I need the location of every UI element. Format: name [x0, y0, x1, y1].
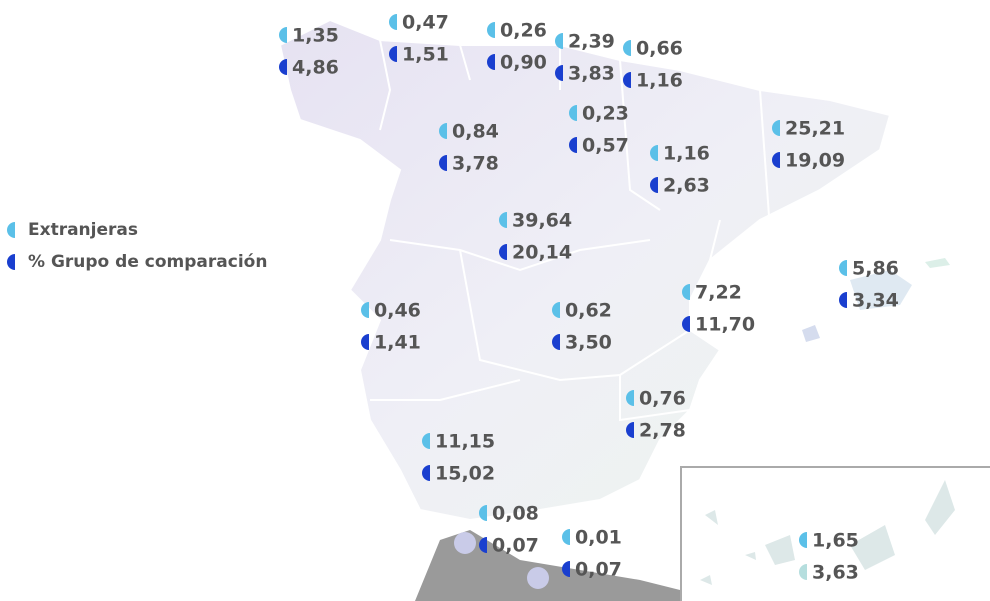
- value-comparacion: 4,86: [292, 57, 339, 79]
- melilla: [527, 567, 549, 589]
- half-circle-icon: [650, 145, 658, 161]
- half-circle-icon: [555, 65, 563, 81]
- half-circle-icon: [499, 244, 507, 260]
- value-extranjeras: 0,01: [575, 527, 622, 549]
- half-circle-icon: [772, 120, 780, 136]
- half-circle-icon: [7, 222, 15, 238]
- legend-label: % Grupo de comparación: [28, 252, 267, 272]
- half-circle-icon: [389, 46, 397, 62]
- half-circle-icon: [479, 537, 487, 553]
- half-circle-icon: [279, 27, 287, 43]
- value-extranjeras: 0,62: [565, 300, 612, 322]
- half-circle-icon: [839, 260, 847, 276]
- value-extranjeras: 0,23: [582, 103, 629, 125]
- half-circle-icon: [361, 302, 369, 318]
- half-circle-icon: [499, 212, 507, 228]
- value-comparacion: 0,07: [575, 559, 622, 581]
- half-circle-icon: [772, 152, 780, 168]
- value-comparacion: 3,34: [852, 290, 899, 312]
- half-circle-icon: [799, 564, 807, 580]
- half-circle-icon: [552, 334, 560, 350]
- half-circle-icon: [7, 254, 15, 270]
- half-circle-icon: [799, 532, 807, 548]
- value-extranjeras: 7,22: [695, 282, 742, 304]
- value-extranjeras: 2,39: [568, 31, 615, 53]
- value-extranjeras: 0,47: [402, 12, 449, 34]
- menorca: [925, 258, 950, 268]
- value-extranjeras: 0,84: [452, 121, 499, 143]
- half-circle-icon: [569, 137, 577, 153]
- value-comparacion: 1,41: [374, 332, 421, 354]
- value-extranjeras: 0,66: [636, 38, 683, 60]
- value-comparacion: 3,83: [568, 63, 615, 85]
- half-circle-icon: [839, 292, 847, 308]
- value-extranjeras: 1,16: [663, 143, 710, 165]
- value-extranjeras: 1,35: [292, 25, 339, 47]
- value-extranjeras: 0,76: [639, 388, 686, 410]
- half-circle-icon: [650, 177, 658, 193]
- value-comparacion: 3,78: [452, 153, 499, 175]
- half-circle-icon: [389, 14, 397, 30]
- half-circle-icon: [682, 316, 690, 332]
- half-circle-icon: [279, 59, 287, 75]
- value-extranjeras: 25,21: [785, 118, 845, 140]
- half-circle-icon: [439, 123, 447, 139]
- half-circle-icon: [623, 40, 631, 56]
- half-circle-icon: [552, 302, 560, 318]
- half-circle-icon: [422, 433, 430, 449]
- value-comparacion: 3,63: [812, 562, 859, 584]
- half-circle-icon: [422, 465, 430, 481]
- spain-mainland: [278, 18, 892, 522]
- value-comparacion: 1,16: [636, 70, 683, 92]
- ceuta: [454, 532, 476, 554]
- value-comparacion: 3,50: [565, 332, 612, 354]
- value-extranjeras: 11,15: [435, 431, 495, 453]
- value-extranjeras: 1,65: [812, 530, 859, 552]
- value-comparacion: 2,63: [663, 175, 710, 197]
- value-extranjeras: 39,64: [512, 210, 572, 232]
- half-circle-icon: [623, 72, 631, 88]
- value-extranjeras: 0,26: [500, 20, 547, 42]
- value-comparacion: 0,57: [582, 135, 629, 157]
- half-circle-icon: [682, 284, 690, 300]
- half-circle-icon: [562, 561, 570, 577]
- half-circle-icon: [361, 334, 369, 350]
- half-circle-icon: [555, 33, 563, 49]
- half-circle-icon: [487, 54, 495, 70]
- half-circle-icon: [479, 505, 487, 521]
- half-circle-icon: [562, 529, 570, 545]
- half-circle-icon: [626, 390, 634, 406]
- value-comparacion: 2,78: [639, 420, 686, 442]
- value-extranjeras: 0,46: [374, 300, 421, 322]
- half-circle-icon: [626, 422, 634, 438]
- mallorca: [850, 270, 912, 310]
- value-comparacion: 1,51: [402, 44, 449, 66]
- canarias-inset: [680, 466, 990, 601]
- value-extranjeras: 0,08: [492, 503, 539, 525]
- half-circle-icon: [439, 155, 447, 171]
- legend-label: Extranjeras: [28, 220, 138, 240]
- value-comparacion: 20,14: [512, 242, 572, 264]
- value-comparacion: 19,09: [785, 150, 845, 172]
- half-circle-icon: [487, 22, 495, 38]
- value-comparacion: 15,02: [435, 463, 495, 485]
- value-comparacion: 11,70: [695, 314, 755, 336]
- value-comparacion: 0,90: [500, 52, 547, 74]
- half-circle-icon: [569, 105, 577, 121]
- value-comparacion: 0,07: [492, 535, 539, 557]
- value-extranjeras: 5,86: [852, 258, 899, 280]
- ibiza: [802, 325, 820, 342]
